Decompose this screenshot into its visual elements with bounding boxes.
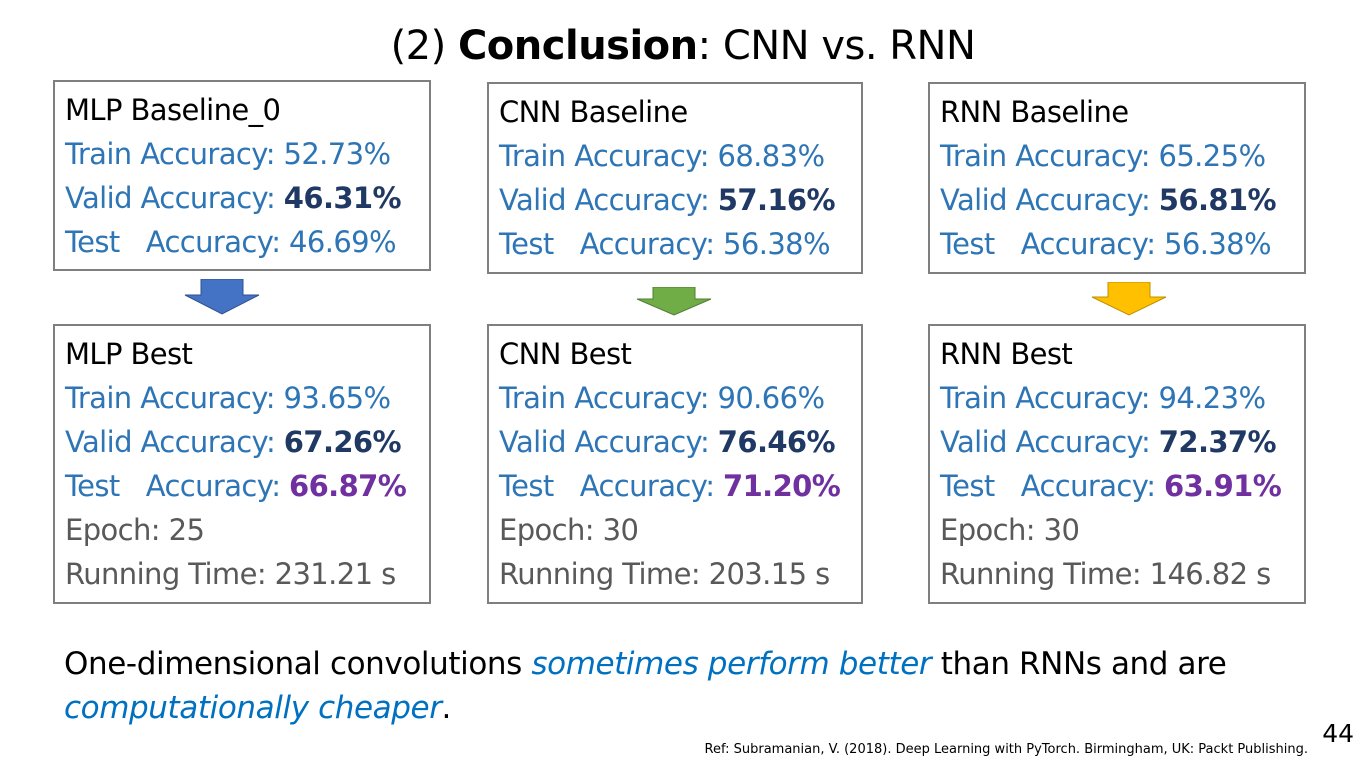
title-suffix: : CNN vs. RNN	[697, 23, 976, 69]
cnn-best-box: CNN Best Train Accuracy: 90.66% Valid Ac…	[487, 324, 863, 604]
test-accuracy: Test Accuracy: 56.38%	[940, 227, 1272, 261]
test-accuracy: Test Accuracy: 66.87%	[65, 469, 407, 503]
arrow-shape	[184, 279, 260, 315]
box-title: RNN Baseline	[940, 95, 1129, 129]
epoch: Epoch: 30	[940, 513, 1080, 547]
train-accuracy: Train Accuracy: 93.65%	[65, 381, 391, 415]
valid-accuracy: Valid Accuracy: 57.16%	[499, 183, 836, 217]
box-title: CNN Baseline	[499, 95, 688, 129]
train-accuracy: Train Accuracy: 90.66%	[499, 381, 825, 415]
arrow-shape	[1091, 282, 1167, 316]
arrow-shape	[636, 287, 712, 316]
box-title: MLP Best	[65, 337, 193, 371]
box-title: MLP Baseline_0	[65, 93, 281, 127]
title-bold: Conclusion	[457, 23, 698, 69]
epoch: Epoch: 30	[499, 513, 639, 547]
box-title: RNN Best	[940, 337, 1073, 371]
train-accuracy: Train Accuracy: 68.83%	[499, 139, 825, 173]
test-accuracy: Test Accuracy: 46.69%	[65, 225, 397, 259]
valid-accuracy: Valid Accuracy: 76.46%	[499, 425, 836, 459]
test-accuracy: Test Accuracy: 63.91%	[940, 469, 1282, 503]
running-time: Running Time: 203.15 s	[499, 557, 830, 591]
slide-title: (2) Conclusion: CNN vs. RNN	[0, 20, 1366, 72]
box-title: CNN Best	[499, 337, 632, 371]
down-arrow-icon-green	[636, 287, 712, 316]
rnn-baseline-box: RNN Baseline Train Accuracy: 65.25% Vali…	[928, 82, 1306, 274]
reference-citation: Ref: Subramanian, V. (2018). Deep Learni…	[704, 742, 1308, 757]
rnn-best-box: RNN Best Train Accuracy: 94.23% Valid Ac…	[928, 324, 1306, 604]
cnn-baseline-box: CNN Baseline Train Accuracy: 68.83% Vali…	[487, 82, 863, 274]
conclusion-text: One-dimensional convolutions sometimes p…	[64, 646, 1227, 726]
page-number: 44	[1322, 719, 1354, 748]
mlp-baseline-box: MLP Baseline_0 Train Accuracy: 52.73% Va…	[53, 80, 431, 271]
test-accuracy: Test Accuracy: 71.20%	[499, 469, 841, 503]
mlp-best-box: MLP Best Train Accuracy: 93.65% Valid Ac…	[53, 324, 431, 604]
title-prefix: (2)	[390, 23, 458, 69]
epoch: Epoch: 25	[65, 513, 205, 547]
down-arrow-icon-blue	[184, 279, 260, 315]
valid-accuracy: Valid Accuracy: 67.26%	[65, 425, 402, 459]
down-arrow-icon-yellow	[1091, 282, 1167, 316]
train-accuracy: Train Accuracy: 52.73%	[65, 137, 391, 171]
train-accuracy: Train Accuracy: 94.23%	[940, 381, 1266, 415]
valid-accuracy: Valid Accuracy: 56.81%	[940, 183, 1277, 217]
train-accuracy: Train Accuracy: 65.25%	[940, 139, 1266, 173]
running-time: Running Time: 146.82 s	[940, 557, 1271, 591]
valid-accuracy: Valid Accuracy: 46.31%	[65, 181, 402, 215]
test-accuracy: Test Accuracy: 56.38%	[499, 227, 831, 261]
valid-accuracy: Valid Accuracy: 72.37%	[940, 425, 1277, 459]
running-time: Running Time: 231.21 s	[65, 557, 396, 591]
